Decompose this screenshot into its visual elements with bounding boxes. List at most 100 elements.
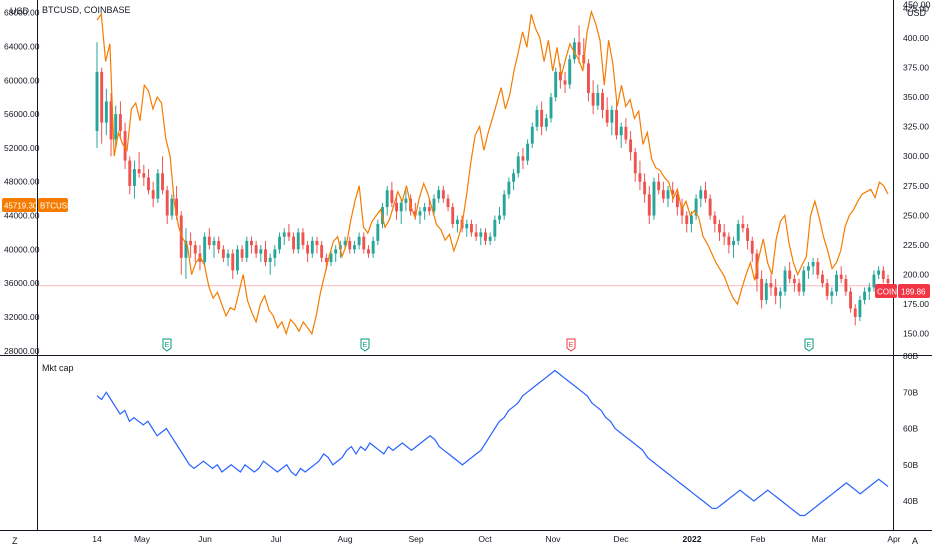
candle[interactable]: [441, 185, 445, 203]
candle[interactable]: [132, 160, 136, 199]
candle[interactable]: [713, 211, 717, 233]
candle[interactable]: [610, 105, 614, 136]
candle[interactable]: [778, 287, 782, 309]
candle[interactable]: [306, 240, 310, 263]
candle[interactable]: [128, 156, 132, 195]
candle[interactable]: [282, 228, 286, 246]
candle[interactable]: [479, 228, 483, 246]
candle[interactable]: [488, 232, 492, 246]
candle[interactable]: [362, 232, 366, 254]
candle[interactable]: [493, 215, 497, 241]
candle[interactable]: [165, 185, 169, 224]
candle[interactable]: [264, 240, 267, 267]
candle[interactable]: [863, 287, 867, 305]
candle[interactable]: [455, 215, 459, 233]
candle[interactable]: [661, 181, 665, 203]
candle[interactable]: [217, 236, 221, 254]
candle[interactable]: [95, 42, 99, 148]
candle[interactable]: [746, 223, 750, 250]
coin-price-line[interactable]: [96, 9, 889, 336]
candle[interactable]: [502, 190, 506, 220]
scale-z-button[interactable]: Z: [12, 536, 18, 546]
candle[interactable]: [825, 278, 829, 301]
candle[interactable]: [624, 118, 628, 144]
candle[interactable]: [254, 240, 258, 258]
candle[interactable]: [783, 266, 787, 296]
candle[interactable]: [839, 266, 843, 284]
candle[interactable]: [708, 194, 712, 220]
candle[interactable]: [151, 181, 155, 208]
candle[interactable]: [849, 287, 853, 313]
candle[interactable]: [446, 194, 450, 212]
candle[interactable]: [147, 169, 150, 195]
candle[interactable]: [221, 245, 225, 263]
candle[interactable]: [235, 245, 239, 275]
candle[interactable]: [104, 88, 108, 136]
auto-scale-button[interactable]: A: [912, 536, 918, 546]
candle[interactable]: [100, 67, 104, 144]
candle[interactable]: [137, 152, 141, 178]
candle[interactable]: [390, 181, 394, 208]
candle[interactable]: [764, 278, 768, 305]
candle[interactable]: [292, 232, 296, 254]
candle[interactable]: [568, 54, 572, 89]
candle[interactable]: [816, 257, 820, 279]
candle[interactable]: [142, 164, 146, 186]
candle[interactable]: [718, 219, 721, 241]
candle[interactable]: [357, 232, 361, 250]
candle[interactable]: [549, 92, 553, 123]
earnings-marker[interactable]: E: [566, 338, 576, 352]
candle[interactable]: [315, 236, 319, 254]
candle[interactable]: [760, 270, 764, 309]
candle[interactable]: [680, 198, 684, 224]
candle[interactable]: [792, 274, 796, 292]
candle[interactable]: [231, 249, 235, 279]
candle[interactable]: [877, 266, 881, 279]
candle[interactable]: [423, 202, 427, 220]
candle[interactable]: [367, 245, 370, 258]
candle[interactable]: [179, 211, 183, 275]
candle[interactable]: [516, 152, 520, 178]
candle[interactable]: [605, 97, 609, 127]
candle[interactable]: [736, 219, 740, 246]
candle[interactable]: [118, 101, 122, 140]
candle[interactable]: [203, 232, 207, 267]
candle[interactable]: [572, 38, 576, 64]
candle[interactable]: [207, 228, 211, 250]
btc-candles[interactable]: [95, 25, 890, 326]
candle[interactable]: [615, 101, 618, 140]
candle[interactable]: [526, 139, 530, 165]
candle[interactable]: [540, 101, 544, 136]
candle[interactable]: [437, 185, 441, 203]
candle[interactable]: [727, 232, 731, 254]
candle[interactable]: [301, 228, 305, 250]
candle[interactable]: [633, 147, 637, 182]
candle[interactable]: [881, 266, 885, 284]
candle[interactable]: [544, 114, 548, 132]
candle[interactable]: [699, 185, 703, 208]
candle[interactable]: [629, 131, 633, 161]
candle[interactable]: [806, 262, 810, 279]
candle[interactable]: [638, 160, 642, 191]
candle[interactable]: [469, 219, 473, 237]
candle[interactable]: [376, 219, 380, 246]
candle[interactable]: [811, 257, 815, 275]
candle[interactable]: [596, 84, 600, 110]
candle[interactable]: [245, 236, 249, 263]
mktcap-line[interactable]: [96, 369, 889, 517]
candle[interactable]: [334, 245, 338, 263]
candle[interactable]: [685, 211, 689, 233]
candle[interactable]: [465, 219, 469, 237]
candle[interactable]: [858, 295, 862, 322]
candle[interactable]: [586, 59, 590, 102]
candle[interactable]: [278, 232, 281, 254]
candle[interactable]: [320, 240, 324, 263]
candle[interactable]: [704, 181, 707, 203]
candle[interactable]: [404, 190, 408, 212]
candle[interactable]: [867, 283, 871, 301]
candle[interactable]: [821, 270, 824, 288]
candle[interactable]: [371, 236, 375, 258]
candle[interactable]: [184, 228, 188, 279]
candle[interactable]: [395, 194, 399, 220]
candle[interactable]: [647, 185, 651, 224]
